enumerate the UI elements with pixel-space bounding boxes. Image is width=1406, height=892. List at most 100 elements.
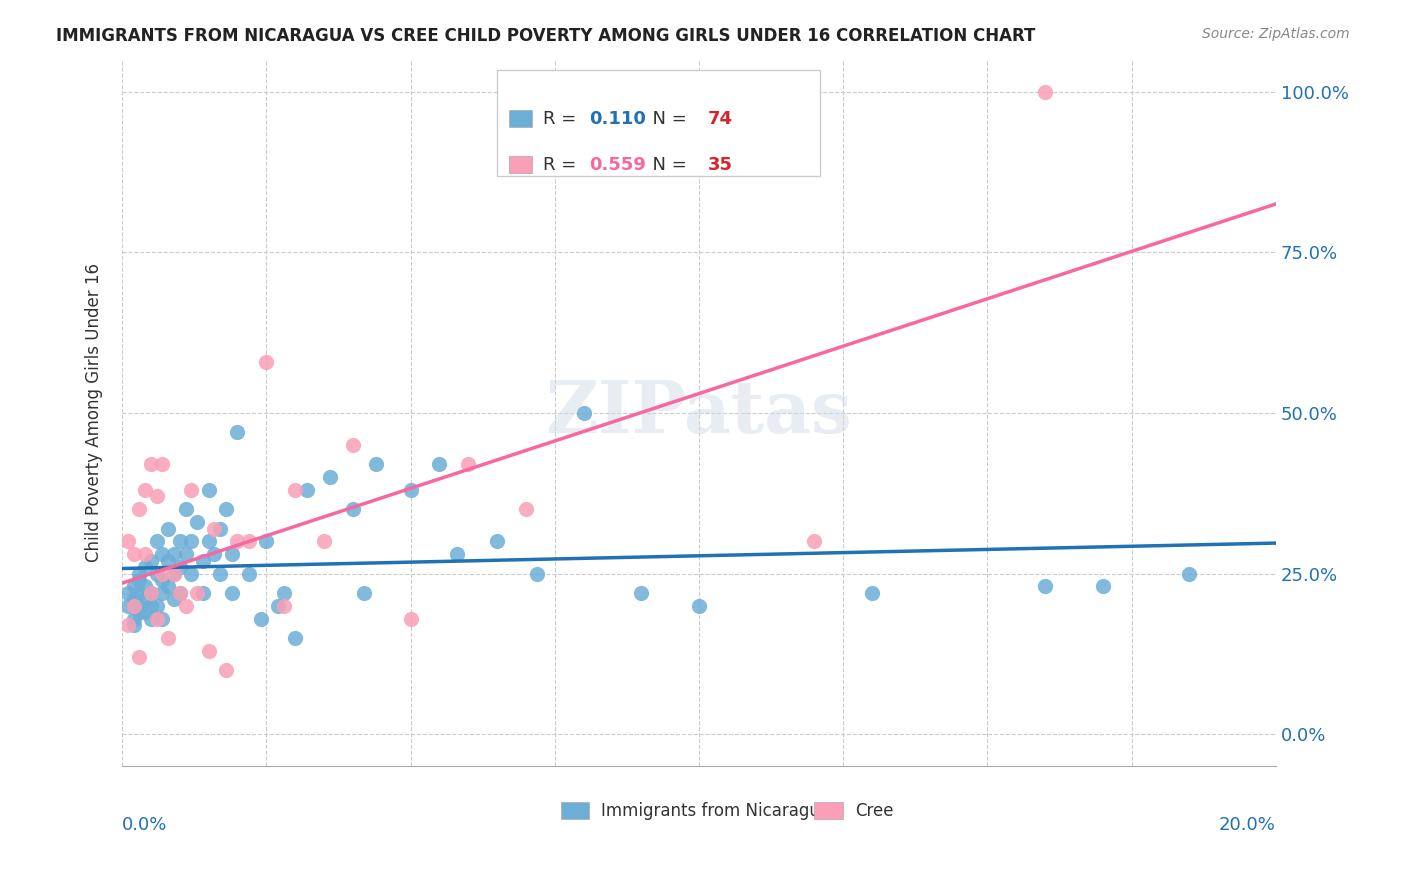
Text: 35: 35 [709, 155, 734, 174]
Point [267, 599, 290, 613]
Point [202, 547, 225, 561]
Point [145, 599, 167, 613]
Point [273, 599, 295, 613]
Text: Immigrants from Nicaragua: Immigrants from Nicaragua [600, 802, 830, 820]
Point [249, 611, 271, 625]
Point [860, 586, 883, 600]
Point [128, 599, 150, 613]
Point [152, 573, 174, 587]
Point [226, 425, 249, 440]
Point [128, 650, 150, 665]
Point [803, 534, 825, 549]
Point [152, 547, 174, 561]
Point [122, 547, 145, 561]
Point [169, 586, 191, 600]
Point [202, 522, 225, 536]
Point [180, 566, 202, 581]
FancyBboxPatch shape [561, 802, 589, 820]
FancyBboxPatch shape [509, 110, 531, 128]
Point [122, 611, 145, 625]
Point [221, 586, 243, 600]
Text: R =: R = [543, 155, 582, 174]
Point [319, 470, 342, 484]
Point [515, 502, 537, 516]
Point [284, 483, 307, 497]
Text: 0.559: 0.559 [589, 155, 647, 174]
Point [364, 458, 387, 472]
Point [342, 502, 364, 516]
Text: Cree: Cree [855, 802, 893, 820]
Point [157, 554, 180, 568]
Point [295, 483, 318, 497]
Point [186, 586, 208, 600]
Text: 20.0%: 20.0% [1219, 816, 1277, 834]
Point [238, 534, 260, 549]
Text: N =: N = [641, 110, 693, 128]
Text: R =: R = [543, 110, 582, 128]
Point [191, 586, 214, 600]
Point [254, 534, 277, 549]
Point [139, 586, 162, 600]
Point [197, 483, 219, 497]
Point [221, 547, 243, 561]
Point [128, 586, 150, 600]
Point [139, 599, 162, 613]
Point [1033, 579, 1056, 593]
Point [145, 566, 167, 581]
Point [134, 592, 156, 607]
Point [486, 534, 509, 549]
Point [186, 515, 208, 529]
Point [1091, 579, 1114, 593]
Point [174, 547, 197, 561]
Point [134, 547, 156, 561]
Point [134, 579, 156, 593]
Text: 0.110: 0.110 [589, 110, 647, 128]
Point [152, 586, 174, 600]
Point [284, 631, 307, 645]
Point [238, 566, 260, 581]
Point [191, 554, 214, 568]
Point [134, 483, 156, 497]
Point [152, 611, 174, 625]
Text: 74: 74 [709, 110, 734, 128]
Point [353, 586, 375, 600]
Point [215, 502, 238, 516]
Point [163, 566, 186, 581]
Point [180, 534, 202, 549]
Point [209, 522, 232, 536]
Point [630, 586, 652, 600]
Point [1033, 85, 1056, 99]
Point [139, 554, 162, 568]
Point [169, 560, 191, 574]
Text: IMMIGRANTS FROM NICARAGUA VS CREE CHILD POVERTY AMONG GIRLS UNDER 16 CORRELATION: IMMIGRANTS FROM NICARAGUA VS CREE CHILD … [56, 27, 1036, 45]
Y-axis label: Child Poverty Among Girls Under 16: Child Poverty Among Girls Under 16 [86, 263, 103, 563]
Point [117, 618, 139, 632]
Point [197, 534, 219, 549]
Point [117, 599, 139, 613]
Text: N =: N = [641, 155, 693, 174]
Point [174, 599, 197, 613]
Point [128, 573, 150, 587]
Point [342, 438, 364, 452]
Point [526, 566, 548, 581]
Point [128, 605, 150, 619]
Point [688, 599, 710, 613]
Point [163, 566, 186, 581]
Point [157, 579, 180, 593]
Point [399, 483, 422, 497]
Point [312, 534, 335, 549]
Text: 0.0%: 0.0% [122, 816, 167, 834]
Point [209, 566, 232, 581]
Point [457, 458, 479, 472]
Point [122, 599, 145, 613]
Point [122, 618, 145, 632]
Point [572, 406, 595, 420]
Point [117, 586, 139, 600]
Point [139, 458, 162, 472]
FancyBboxPatch shape [814, 802, 844, 820]
Point [180, 483, 202, 497]
Point [145, 490, 167, 504]
Point [446, 547, 468, 561]
Point [152, 458, 174, 472]
Point [134, 560, 156, 574]
